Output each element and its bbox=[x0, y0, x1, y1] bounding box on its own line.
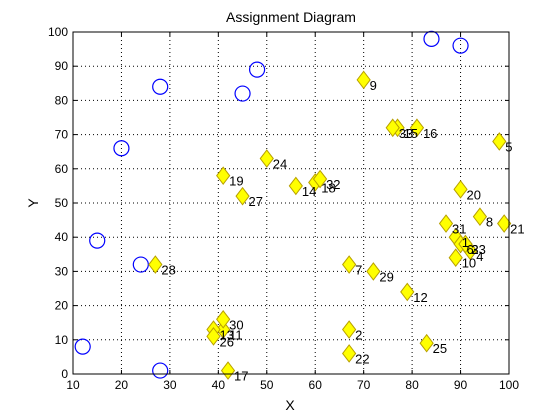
diamond-label-27: 27 bbox=[249, 194, 263, 209]
y-tick-label: 40 bbox=[55, 230, 69, 244]
x-tick-label: 10 bbox=[66, 378, 80, 392]
diamond-label-20: 20 bbox=[467, 187, 481, 202]
diamond-label-23: 23 bbox=[471, 242, 485, 257]
diamond-label-22: 22 bbox=[355, 351, 369, 366]
x-tick-label: 100 bbox=[499, 378, 519, 392]
diamond-label-9: 9 bbox=[370, 78, 377, 93]
x-tick-label: 20 bbox=[115, 378, 129, 392]
y-axis-label: Y bbox=[25, 198, 41, 208]
diamond-label-16: 16 bbox=[423, 126, 437, 141]
y-tick-label: 60 bbox=[55, 162, 69, 176]
y-tick-label: 90 bbox=[55, 59, 69, 73]
diamond-label-10: 10 bbox=[462, 256, 476, 271]
diamond-label-26: 26 bbox=[219, 334, 233, 349]
diamond-label-17: 17 bbox=[234, 369, 248, 384]
y-tick-label: 80 bbox=[55, 93, 69, 107]
diamond-label-33: 33 bbox=[399, 126, 413, 141]
diamond-label-31: 31 bbox=[452, 222, 466, 237]
diamond-label-25: 25 bbox=[433, 341, 447, 356]
diamond-label-21: 21 bbox=[510, 222, 524, 237]
diamond-label-24: 24 bbox=[273, 157, 287, 172]
diamond-label-12: 12 bbox=[413, 290, 427, 305]
plot-area bbox=[73, 32, 509, 374]
diamond-label-19: 19 bbox=[229, 174, 243, 189]
y-tick-label: 100 bbox=[48, 25, 68, 39]
x-tick-label: 80 bbox=[405, 378, 419, 392]
x-tick-label: 70 bbox=[357, 378, 371, 392]
chart-title: Assignment Diagram bbox=[226, 9, 356, 25]
y-tick-label: 10 bbox=[55, 333, 69, 347]
diamond-label-32: 32 bbox=[326, 177, 340, 192]
diamond-label-2: 2 bbox=[355, 328, 362, 343]
y-tick-label: 30 bbox=[55, 264, 69, 278]
diamond-label-8: 8 bbox=[486, 215, 493, 230]
diamond-label-30: 30 bbox=[229, 317, 243, 332]
x-tick-label: 30 bbox=[163, 378, 177, 392]
diamond-label-14: 14 bbox=[302, 184, 316, 199]
diamond-label-28: 28 bbox=[161, 263, 175, 278]
x-axis-label: X bbox=[285, 397, 295, 413]
x-tick-label: 60 bbox=[309, 378, 323, 392]
y-tick-label: 20 bbox=[55, 299, 69, 313]
y-tick-label: 50 bbox=[55, 196, 69, 210]
diamond-label-29: 29 bbox=[379, 269, 393, 284]
x-tick-label: 40 bbox=[212, 378, 226, 392]
x-tick-label: 90 bbox=[454, 378, 468, 392]
diamond-label-7: 7 bbox=[355, 263, 362, 278]
x-tick-label: 50 bbox=[260, 378, 274, 392]
y-tick-label: 70 bbox=[55, 128, 69, 142]
y-tick-label: 0 bbox=[61, 367, 68, 381]
